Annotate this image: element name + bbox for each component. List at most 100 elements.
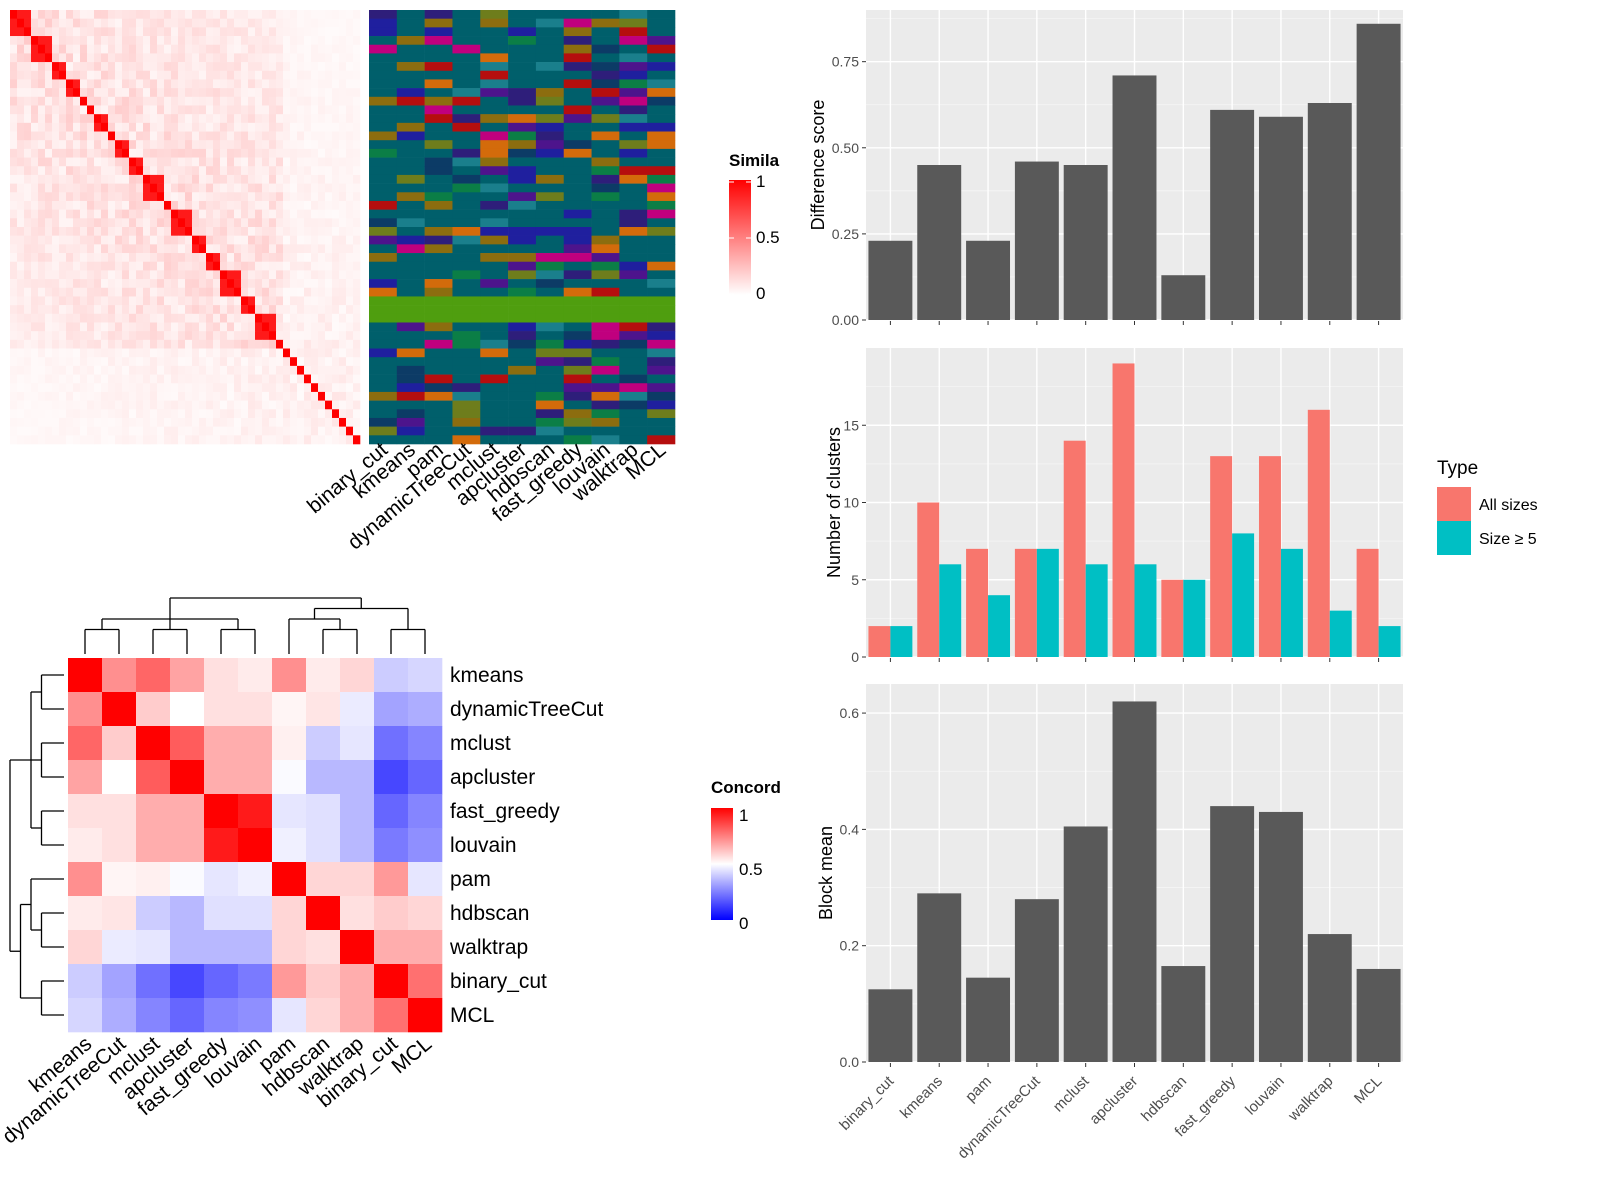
concordance-cell [306, 828, 341, 863]
cluster-membership-cell [508, 36, 537, 46]
similarity-cell [73, 400, 81, 410]
similarity-cell [143, 174, 151, 184]
similarity-cell [24, 200, 32, 210]
similarity-cell [339, 435, 347, 445]
similarity-cell [283, 105, 291, 115]
cluster-membership-cell [480, 426, 509, 436]
similarity-cell [241, 348, 249, 358]
similarity-cell [206, 313, 214, 323]
cluster-membership-cell [508, 88, 537, 98]
similarity-cell [206, 261, 214, 271]
similarity-cell [248, 96, 256, 106]
similarity-cell [332, 148, 340, 158]
cluster-membership-cell [619, 96, 648, 106]
cluster-membership-cell [396, 400, 425, 410]
similarity-cell [311, 157, 319, 167]
similarity-cell [59, 114, 67, 124]
cluster-membership-cell [396, 36, 425, 46]
cluster-membership-cell [647, 365, 676, 375]
similarity-cell [227, 365, 235, 375]
similarity-cell [157, 400, 165, 410]
similarity-cell [227, 305, 235, 315]
similarity-cell [185, 174, 193, 184]
cluster-membership-cell [563, 296, 592, 306]
similarity-cell [353, 79, 361, 89]
concordance-cell [102, 760, 137, 795]
similarity-cell [283, 27, 291, 37]
similarity-cell [234, 192, 242, 202]
similarity-cell [311, 261, 319, 271]
similarity-cell [157, 131, 165, 141]
similarity-cell [206, 348, 214, 358]
similarity-cell [52, 331, 60, 341]
similarity-cell [241, 279, 249, 289]
similarity-cell [248, 253, 256, 263]
similarity-cell [94, 365, 102, 375]
similarity-cell [227, 122, 235, 132]
similarity-cell [185, 88, 193, 98]
cluster-membership-cell [452, 88, 481, 98]
similarity-cell [17, 27, 25, 37]
cluster-membership-cell [647, 122, 676, 132]
similarity-cell [185, 200, 193, 210]
concordance-row-label: MCL [450, 1004, 494, 1027]
similarity-cell [10, 122, 18, 132]
similarity-cell [129, 435, 137, 445]
cluster-membership-cell [508, 105, 537, 115]
similarity-cell [45, 70, 53, 80]
cluster-membership-cell [535, 157, 565, 167]
similarity-cell [164, 105, 172, 115]
cluster-membership-cell [369, 27, 398, 37]
similarity-cell [38, 426, 46, 436]
similarity-cell [164, 44, 172, 54]
similarity-cell [213, 88, 221, 98]
similarity-cell [255, 105, 263, 115]
similarity-cell [178, 200, 186, 210]
similarity-cell [283, 227, 291, 236]
similarity-cell [108, 348, 116, 358]
similarity-cell [94, 409, 102, 419]
similarity-cell [283, 365, 291, 375]
similarity-cell [248, 235, 256, 245]
similarity-cell [290, 331, 298, 341]
similarity-cell [80, 409, 88, 419]
similarity-cell [115, 140, 123, 150]
similarity-cell [332, 244, 340, 254]
cluster-membership-cell [563, 313, 592, 323]
similarity-cell [248, 140, 256, 150]
similarity-cell [290, 122, 298, 132]
similarity-cell [80, 374, 88, 384]
similarity-cell [290, 400, 298, 410]
similarity-cell [38, 200, 46, 210]
concordance-row-label: fast_greedy [450, 800, 560, 823]
cluster-membership-cell [452, 227, 481, 236]
similarity-cell [255, 313, 263, 323]
similarity-cell [24, 270, 32, 280]
similarity-cell [87, 435, 95, 445]
similarity-cell [220, 435, 228, 445]
similarity-cell [227, 79, 235, 89]
cluster-membership-cell [508, 183, 537, 193]
similarity-cell [52, 62, 60, 72]
cluster-membership-cell [619, 200, 648, 210]
similarity-cell [339, 305, 347, 315]
cluster-membership-cell [535, 417, 565, 427]
cluster-membership-cell [591, 209, 620, 219]
similarity-cell [206, 218, 214, 228]
similarity-cell [311, 287, 319, 297]
similarity-cell [346, 383, 354, 393]
cluster-membership-cell [647, 157, 676, 167]
similarity-cell [290, 357, 298, 367]
similarity-cell [150, 79, 158, 89]
similarity-cell [318, 209, 326, 219]
similarity-cell [353, 174, 361, 184]
similarity-cell [318, 417, 326, 427]
similarity-cell [171, 357, 179, 367]
similarity-cell [185, 122, 193, 132]
similarity-cell [66, 44, 74, 54]
similarity-cell [234, 305, 242, 315]
cluster-membership-cell [619, 36, 648, 46]
similarity-cell [269, 140, 277, 150]
cluster-membership-cell [591, 174, 620, 184]
similarity-cell [157, 10, 165, 19]
